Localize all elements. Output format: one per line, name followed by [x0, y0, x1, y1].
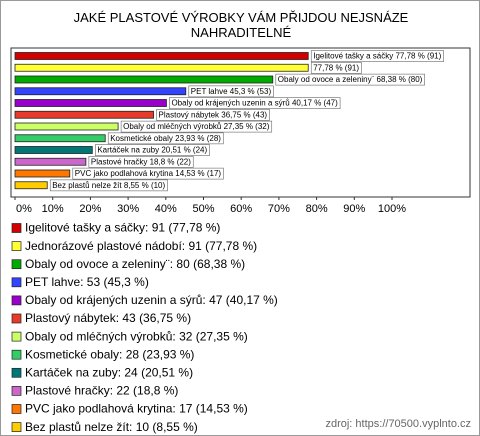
x-tick-label: 70% [268, 203, 290, 215]
legend-label: Kosmetické obaly: 28 (23,93 %) [25, 347, 194, 361]
bar [14, 157, 87, 166]
data-label-box [88, 156, 194, 168]
data-label: Plastový nábytek 36,75 % (43) [159, 110, 268, 119]
legend-label: Jednorázové plastové nádobí: 91 (77,78 %… [25, 239, 257, 253]
data-label-box [49, 179, 168, 192]
legend-swatch [11, 295, 22, 306]
bar [14, 75, 274, 84]
data-label-box [310, 62, 362, 74]
legend-swatch [11, 331, 22, 342]
x-tick-label: 80% [306, 203, 328, 215]
data-label: Bez plastů nelze žít 8,55 % (10) [52, 181, 165, 190]
x-tick-label: 30% [117, 203, 139, 215]
legend-label: Obaly od mléčných výrobků: 32 (27,35 %) [25, 329, 248, 343]
source: zdroj: https://70500.vyplnto.cz [325, 418, 471, 430]
x-tick-label: 50% [192, 203, 214, 215]
bar [14, 87, 187, 96]
bar [14, 63, 309, 72]
x-tick-label: 0% [16, 203, 32, 215]
legend-swatch [11, 223, 22, 233]
legend-label: Obaly od krájených uzenin a sýrů: 47 (40… [25, 293, 278, 307]
bar [14, 181, 48, 190]
x-tick-label: 40% [155, 203, 177, 215]
legend-label: PVC jako podlahová krytina: 17 (14,53 %) [25, 402, 248, 416]
legend-swatch [11, 367, 22, 378]
data-label: PET lahve 45,3 % (53) [191, 87, 272, 96]
chart-title: JAKÉ PLASTOVÉ VÝROBKY VÁM PŘIJDOU NEJSNÁ… [73, 10, 409, 40]
data-label-box [95, 144, 210, 156]
data-label: 77,78 % (91) [313, 63, 359, 72]
data-label-box [120, 120, 273, 133]
data-label-box [107, 132, 224, 145]
bar [14, 122, 119, 131]
bar [14, 52, 309, 60]
data-label-box [310, 50, 444, 62]
bar [14, 99, 167, 107]
legend-swatch [11, 313, 22, 324]
x-tick-label: 90% [343, 203, 365, 215]
bar [14, 134, 106, 143]
legend-label: Plastový nábytek: 43 (36,75 %) [25, 311, 191, 325]
data-label: Obaly od krájených uzenin a sýrů 40,17 %… [171, 99, 338, 108]
x-tick-label: 10% [42, 203, 64, 215]
legend-swatch [11, 404, 22, 414]
data-label: Igelitové tašky a sáčky 77,78 % (91) [313, 52, 441, 61]
legend-label: Kartáček na zuby: 24 (20,51 %) [25, 365, 193, 379]
data-label: Obaly od mléčných výrobků 27,35 % (32) [123, 122, 270, 131]
legend-swatch [11, 422, 22, 432]
data-label: Plastové hračky 18,8 % (22) [91, 157, 191, 166]
bar [14, 169, 71, 178]
legend-label: Obaly od ovoce a zeleniny¨: 80 (68,38 %) [25, 257, 245, 271]
legend-swatch [11, 386, 22, 396]
data-label-box [156, 109, 270, 121]
x-tick-label: 100% [378, 203, 406, 215]
data-label: Obaly od ovoce a zeleniny¨ 68,38 % (80) [278, 75, 423, 84]
legend-swatch [11, 277, 22, 288]
legend-label: Bez plastů nelze žít: 10 (8,55 %) [25, 420, 198, 434]
bar [14, 110, 154, 119]
data-label-box [188, 85, 274, 98]
legend-label: Plastové hračky: 22 (18,8 %) [25, 384, 178, 398]
legend-swatch [11, 259, 22, 270]
legend-label: Igelitové tašky a sáčky: 91 (77,78 %) [25, 221, 220, 235]
legend-swatch [11, 241, 22, 251]
data-label: Kartáček na zuby 20,51 % (24) [97, 146, 207, 155]
legend-swatch [11, 349, 22, 360]
data-label-box [169, 97, 341, 109]
bar [14, 146, 93, 154]
data-label-box [72, 167, 224, 180]
data-label: PVC jako podlahová krytina 14,53 % (17) [75, 169, 222, 178]
data-label-box [275, 73, 425, 86]
data-label: Kosmetické obaly 23,93 % (28) [110, 134, 221, 143]
x-tick-label: 60% [230, 203, 252, 215]
legend-label: PET lahve: 53 (45,3 %) [25, 275, 149, 289]
x-tick-label: 20% [79, 203, 101, 215]
